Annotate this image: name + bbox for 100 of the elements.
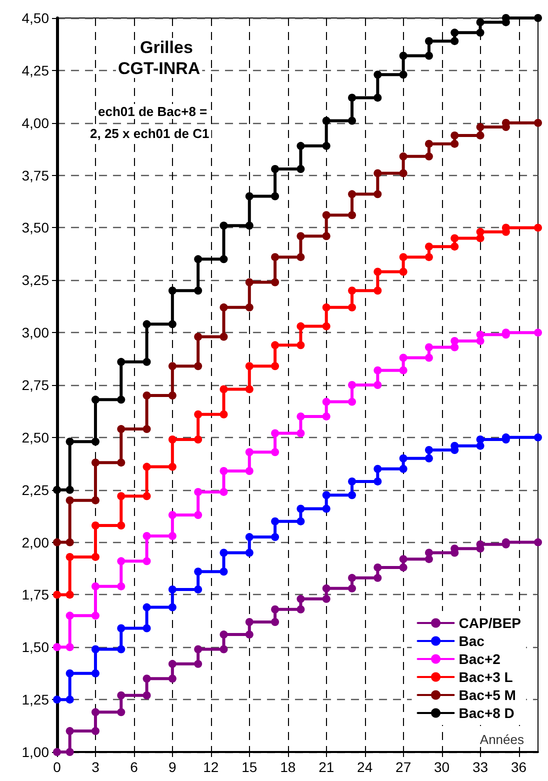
point (534, 433, 542, 442)
point (322, 412, 330, 420)
point (271, 253, 280, 262)
point (374, 286, 382, 295)
point (66, 552, 74, 561)
point (399, 70, 408, 79)
point (424, 354, 433, 362)
point (322, 116, 330, 125)
point (168, 511, 176, 520)
point (66, 727, 74, 736)
point (296, 504, 305, 513)
point (271, 278, 280, 286)
legend-label: Bac (458, 633, 485, 649)
point (142, 391, 151, 400)
point (374, 464, 382, 473)
x-tick-label: 9 (168, 759, 177, 775)
point (91, 582, 100, 590)
point (245, 303, 254, 312)
point (66, 696, 74, 704)
point (66, 590, 74, 599)
annotation: 2, 25 x ech01 de C1 (90, 126, 210, 141)
point (450, 131, 459, 140)
point (296, 429, 305, 438)
x-tick-label: 21 (318, 759, 334, 775)
point (117, 492, 126, 500)
point (194, 645, 202, 654)
point (348, 190, 356, 198)
point (168, 436, 176, 444)
point (142, 603, 151, 612)
point (348, 94, 356, 102)
point (271, 192, 280, 200)
point (374, 477, 382, 486)
annotation: ech01 de Bac+8 = (98, 104, 208, 119)
point (117, 708, 126, 716)
y-tick-label: 1,00 (22, 744, 50, 760)
point (142, 492, 151, 500)
point (245, 448, 254, 456)
point (117, 557, 126, 566)
y-tick-label: 3,25 (22, 272, 50, 288)
point (374, 169, 382, 178)
point (374, 574, 382, 582)
point (245, 618, 254, 626)
point (220, 568, 228, 576)
point (168, 362, 176, 370)
point (476, 330, 484, 339)
point (424, 548, 433, 557)
point (348, 584, 356, 592)
x-tick-label: 3 (92, 759, 100, 775)
point (53, 486, 61, 494)
y-tick-label: 4,00 (22, 114, 50, 131)
point (424, 446, 433, 454)
point (374, 70, 382, 79)
point (322, 232, 330, 240)
point (194, 568, 202, 576)
x-tick-label: 36 (510, 759, 527, 775)
point (220, 466, 228, 475)
y-tick-label: 3,50 (22, 220, 50, 236)
point (168, 603, 176, 612)
point (296, 605, 305, 614)
point (296, 412, 305, 420)
point (91, 522, 100, 530)
point (399, 464, 408, 473)
point (194, 410, 202, 418)
point (534, 224, 542, 232)
point (142, 320, 151, 328)
point (348, 211, 356, 220)
point (450, 234, 459, 242)
point (66, 538, 74, 546)
point (220, 385, 228, 394)
point (142, 624, 151, 632)
x-tick-label: 0 (53, 759, 62, 775)
point (296, 594, 305, 603)
point (271, 533, 280, 542)
point (168, 660, 176, 668)
point (245, 466, 254, 475)
y-tick-label: 4,50 (22, 10, 50, 26)
point (91, 645, 100, 654)
point (142, 674, 151, 683)
point (91, 727, 100, 736)
point (296, 232, 305, 240)
y-tick-label: 1,25 (22, 692, 50, 708)
point (194, 286, 202, 295)
point (245, 222, 254, 230)
point (476, 123, 484, 132)
point (476, 28, 484, 37)
point (142, 557, 151, 566)
point (399, 169, 408, 178)
point (348, 574, 356, 582)
point (53, 696, 61, 704)
point (91, 458, 100, 467)
point (142, 691, 151, 700)
point (245, 548, 254, 557)
y-tick-label: 2,25 (22, 482, 50, 498)
point (322, 594, 330, 603)
point (194, 362, 202, 370)
legend-label: Bac+3 L (458, 669, 514, 685)
y-tick-label: 3,00 (22, 324, 50, 341)
point (168, 320, 176, 328)
point (399, 454, 408, 462)
point (424, 242, 433, 251)
